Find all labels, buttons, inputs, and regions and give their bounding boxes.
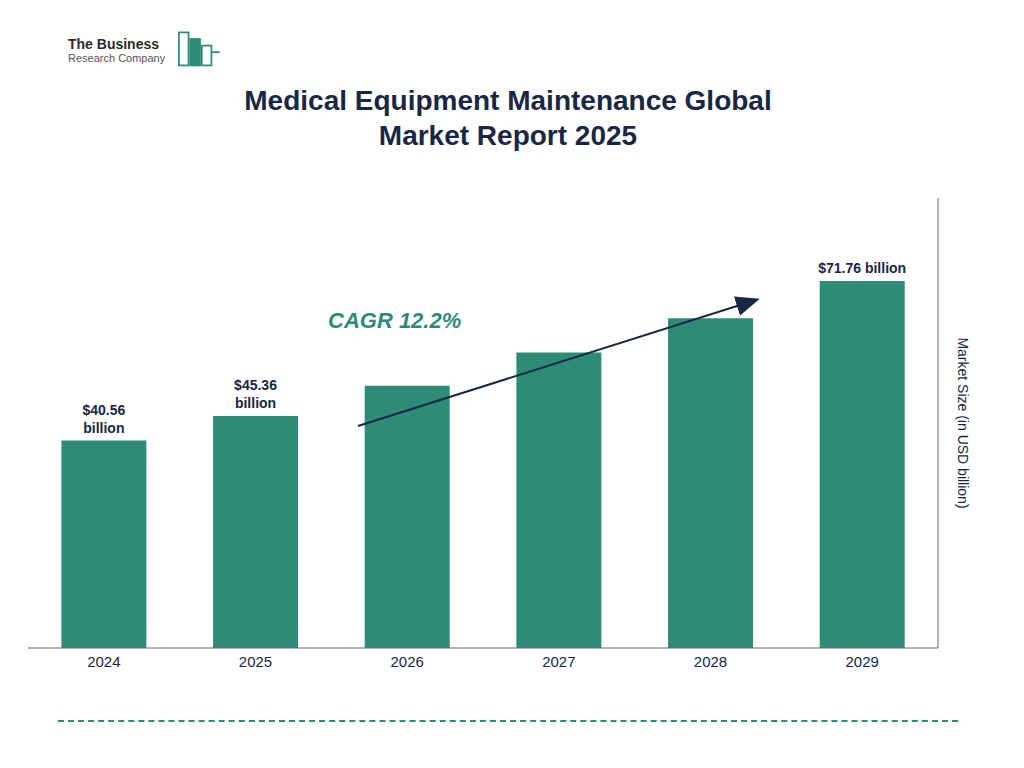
svg-text:2026: 2026 [390,653,423,670]
html-text:CAGR 12.2%: CAGR 12.2% [328,308,462,333]
svg-text:$40.56billion: $40.56billion [82,402,125,436]
html-text:The Business: The Business [68,36,159,52]
svg-text:2024: 2024 [87,653,120,670]
svg-text:2029: 2029 [845,653,878,670]
html-text:Medical Equipment Maintenance: Medical Equipment Maintenance Global Mar… [244,85,772,151]
html-text:Research Company: Research Company [68,52,166,64]
svg-text:$71.76 billion: $71.76 billion [818,260,906,276]
svg-text:2025: 2025 [239,653,272,670]
svg-text:Market Size (in USD billion): Market Size (in USD billion) [955,337,971,508]
svg-text:2027: 2027 [542,653,575,670]
svg-text:2028: 2028 [694,653,727,670]
svg-text:$45.36billion: $45.36billion [234,377,277,411]
